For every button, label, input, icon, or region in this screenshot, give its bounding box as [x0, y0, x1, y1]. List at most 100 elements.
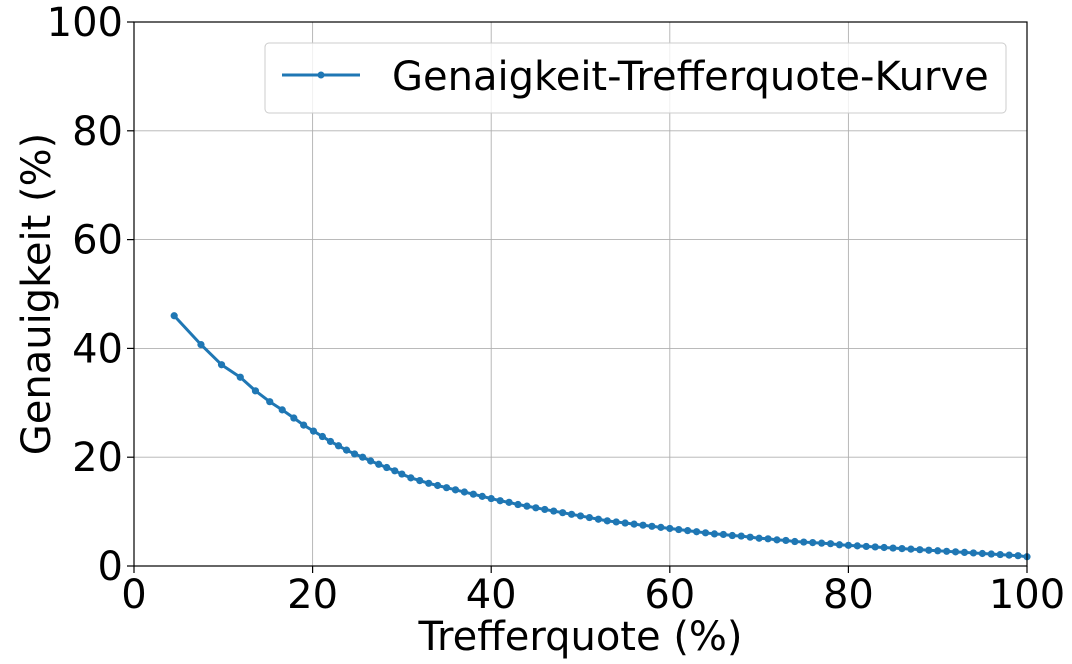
data-point-72 [862, 542, 870, 551]
data-point-9 [309, 427, 318, 435]
data-point-28 [469, 490, 477, 498]
data-point-30 [487, 494, 495, 503]
data-point-50 [666, 524, 674, 533]
data-point-38 [559, 509, 567, 517]
y-tick-label-1: 20 [72, 435, 123, 481]
data-point-11 [326, 437, 335, 446]
data-point-80 [934, 547, 942, 555]
data-point-22 [416, 476, 424, 485]
data-point-2 [217, 361, 226, 369]
data-point-63 [782, 536, 790, 545]
data-point-29 [478, 492, 486, 500]
x-tick-label-4: 80 [823, 572, 874, 618]
data-point-61 [764, 535, 772, 543]
data-point-79 [925, 546, 933, 554]
data-point-26 [451, 486, 460, 494]
data-point-65 [800, 538, 808, 546]
data-point-27 [460, 488, 469, 496]
data-point-42 [594, 515, 602, 523]
data-point-68 [826, 540, 835, 548]
x-tick-label-3: 60 [644, 572, 695, 618]
data-point-3 [236, 373, 244, 381]
data-point-47 [639, 521, 647, 529]
data-point-6 [278, 406, 286, 414]
data-point-16 [367, 457, 375, 465]
data-point-87 [996, 550, 1004, 559]
data-point-64 [791, 537, 799, 546]
data-point-36 [541, 505, 549, 514]
data-point-51 [675, 525, 683, 534]
x-tick-label-5: 100 [989, 572, 1065, 618]
data-point-0 [170, 312, 178, 320]
y-axis-title: Genauigkeit (%) [14, 133, 60, 455]
data-point-35 [532, 504, 540, 512]
legend-box [264, 42, 1007, 114]
data-point-39 [567, 510, 576, 518]
data-point-37 [550, 507, 558, 515]
data-point-8 [300, 421, 308, 429]
data-point-60 [755, 534, 763, 542]
data-point-4 [251, 387, 260, 395]
data-point-20 [398, 470, 406, 478]
data-point-58 [737, 532, 745, 540]
x-axis-title: Trefferquote (%) [417, 614, 742, 660]
data-point-67 [818, 539, 826, 547]
data-point-41 [585, 513, 594, 522]
data-point-81 [943, 547, 951, 555]
y-tick-label-0: 0 [98, 544, 123, 590]
data-point-56 [719, 530, 727, 539]
data-point-40 [576, 512, 585, 520]
data-point-73 [871, 543, 879, 551]
data-point-7 [290, 414, 298, 422]
legend-marker-sample [317, 71, 325, 79]
data-point-76 [898, 544, 906, 553]
data-point-25 [442, 484, 451, 492]
data-point-1 [197, 340, 205, 349]
data-point-84 [969, 549, 978, 557]
data-point-23 [425, 479, 433, 487]
x-tick-label-0: 0 [121, 572, 146, 618]
data-point-49 [657, 523, 665, 531]
x-axis-ticks: 0 20 40 60 80 100 [121, 566, 1065, 618]
data-point-57 [728, 531, 736, 540]
data-point-17 [375, 460, 383, 468]
data-point-44 [612, 518, 620, 526]
data-point-77 [907, 545, 915, 553]
data-point-78 [916, 546, 924, 554]
data-point-55 [710, 530, 719, 538]
data-point-43 [603, 517, 611, 525]
data-point-53 [692, 528, 701, 536]
data-point-21 [407, 474, 415, 482]
data-point-66 [809, 539, 817, 547]
data-point-71 [853, 542, 861, 550]
data-point-85 [978, 549, 986, 558]
legend-label: Genaigkeit-Trefferquote-Kurve [392, 54, 989, 100]
data-point-83 [960, 548, 969, 557]
data-point-32 [505, 498, 513, 506]
legend: Genaigkeit-Trefferquote-Kurve [264, 42, 1007, 114]
data-point-14 [350, 450, 359, 458]
data-point-70 [844, 541, 853, 549]
y-tick-label-5: 100 [47, 0, 123, 46]
data-point-54 [701, 529, 710, 537]
data-point-48 [648, 522, 656, 530]
x-tick-label-2: 40 [466, 572, 517, 618]
data-point-69 [835, 541, 844, 549]
data-point-24 [434, 481, 442, 490]
data-point-34 [523, 502, 531, 510]
plot-frame [133, 21, 1028, 567]
data-point-46 [630, 520, 638, 528]
data-point-19 [391, 467, 399, 475]
series-layer [170, 312, 1031, 561]
data-point-74 [880, 543, 888, 552]
y-axis-ticks: 0 20 40 60 80 100 [47, 0, 134, 590]
data-point-13 [342, 446, 351, 454]
x-tick-label-1: 20 [287, 572, 338, 618]
data-point-89 [1014, 552, 1022, 560]
data-point-82 [951, 548, 960, 556]
data-point-33 [514, 500, 522, 509]
y-tick-label-3: 60 [72, 218, 123, 264]
data-point-18 [383, 463, 391, 472]
data-point-75 [889, 544, 897, 552]
